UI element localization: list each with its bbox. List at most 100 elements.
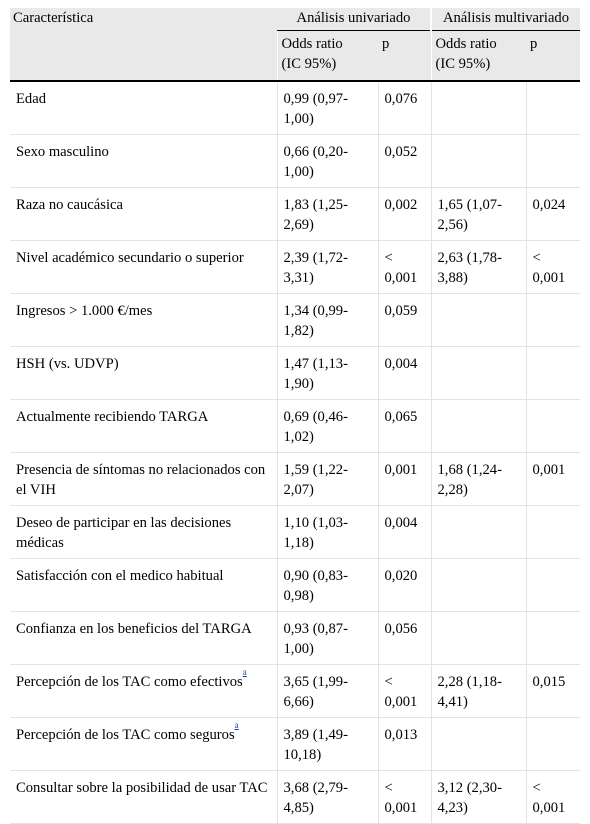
table-row: Edad 0,99 (0,97-1,00) 0,076 [10, 81, 580, 135]
uni-odds-ratio: 3,89 (1,49-10,18) [276, 717, 378, 771]
row-label-cell: Consultar sobre la posibilidad de usar T… [10, 770, 277, 824]
uni-odds-ratio: 1,10 (1,03-1,18) [276, 505, 378, 559]
table-row: Consultar sobre la posibilidad de usar T… [10, 770, 580, 824]
row-label: Confianza en los beneficios del TARGA [16, 621, 252, 637]
row-label: HSH (vs. UDVP) [16, 356, 119, 372]
table-row: Satisfacción con el medico habitual 0,90 … [10, 558, 580, 612]
row-label: Deseo de participar en las decisiones mé… [16, 515, 232, 551]
ic-label: (IC 95%) [435, 56, 491, 72]
header-empty-cell [10, 30, 277, 82]
row-label: Ingresos > 1.000 €/mes [16, 303, 153, 319]
row-label: Satisfacción con el medico habitual [16, 568, 224, 584]
multi-odds-ratio [430, 293, 526, 347]
multi-odds-ratio: 1,65 (1,07-2,56) [430, 187, 526, 241]
multi-odds-ratio [430, 134, 526, 188]
uni-p-value: 0,004 [377, 346, 431, 400]
table-row: Raza no caucásica 1,83 (1,25-2,69) 0,002 1,… [10, 187, 580, 241]
uni-odds-ratio: 1,34 (0,99-1,82) [276, 293, 378, 347]
uni-p-value: 0,002 [377, 187, 431, 241]
header-uni-odds-ratio: Odds ratio (IC 95%) [276, 30, 378, 82]
multi-p-value: 0,024 [525, 187, 580, 241]
footnote-link[interactable]: a [242, 667, 247, 678]
uni-odds-ratio: 0,99 (0,97-1,00) [276, 81, 378, 135]
multi-p-value [525, 346, 580, 400]
row-label: Percepción de los TAC como seguros [16, 727, 235, 743]
uni-odds-ratio: 2,39 (1,72-3,31) [276, 240, 378, 294]
row-label: Sexo masculino [16, 144, 109, 160]
uni-odds-ratio: 3,65 (1,99-6,66) [276, 664, 378, 718]
multi-odds-ratio: 2,28 (1,18-4,41) [430, 664, 526, 718]
uni-p-value: 0,013 [377, 717, 431, 771]
header-multi-odds-ratio: Odds ratio (IC 95%) [430, 30, 526, 82]
multi-odds-ratio [430, 505, 526, 559]
row-label-cell: Sexo masculino [10, 134, 277, 188]
row-label-cell: Percepción de los TAC como segurosa [10, 717, 277, 771]
row-label-cell: HSH (vs. UDVP) [10, 346, 277, 400]
header-univariado: Análisis univariado [277, 8, 431, 31]
row-label: Percepción de los TAC como efectivos [16, 674, 243, 690]
multi-p-value [525, 81, 580, 135]
row-label-cell: Satisfacción con el medico habitual [10, 558, 277, 612]
multi-odds-ratio [430, 346, 526, 400]
row-label-cell: Presencia de síntomas no relacionados co… [10, 452, 277, 506]
uni-p-value: 0,076 [377, 81, 431, 135]
uni-odds-ratio: 0,90 (0,83-0,98) [276, 558, 378, 612]
row-label: Nivel académico secundario o superior [16, 250, 244, 266]
multi-p-value: 0,015 [525, 664, 580, 718]
odds-ratio-label: Odds ratio [281, 36, 343, 52]
uni-odds-ratio: 1,47 (1,13-1,90) [276, 346, 378, 400]
multi-odds-ratio [430, 558, 526, 612]
multi-p-value [525, 293, 580, 347]
uni-odds-ratio: 0,69 (0,46-1,02) [276, 399, 378, 453]
multi-odds-ratio: 3,12 (2,30-4,23) [430, 770, 526, 824]
multi-p-value [525, 611, 580, 665]
multi-odds-ratio: 2,63 (1,78-3,88) [430, 240, 526, 294]
header-multi-p: p [526, 30, 580, 82]
uni-p-value: < 0,001 [377, 240, 431, 294]
uni-p-value: < 0,001 [377, 770, 431, 824]
table-row: Confianza en los beneficios del TARGA 0,9… [10, 611, 580, 665]
uni-p-value: 0,020 [377, 558, 431, 612]
uni-p-value: 0,065 [377, 399, 431, 453]
table-row: Actualmente recibiendo TARGA 0,69 (0,46-1… [10, 399, 580, 453]
ic-label: (IC 95%) [281, 56, 337, 72]
header-caracteristica: Característica [10, 8, 277, 31]
footnote-link[interactable]: a [234, 720, 239, 731]
multi-p-value [525, 505, 580, 559]
header-uni-p: p [378, 30, 431, 82]
multi-p-value [525, 399, 580, 453]
row-label-cell: Raza no caucásica [10, 187, 277, 241]
row-label-cell: Actualmente recibiendo TARGA [10, 399, 277, 453]
uni-p-value: 0,052 [377, 134, 431, 188]
multi-odds-ratio: 1,68 (1,24-2,28) [430, 452, 526, 506]
row-label-cell: Percepción de los TAC como efectivosa [10, 664, 277, 718]
odds-ratio-label: Odds ratio [435, 36, 497, 52]
multi-p-value: 0,001 [525, 452, 580, 506]
row-label: Consultar sobre la posibilidad de usar T… [16, 780, 268, 796]
uni-odds-ratio: 3,68 (2,79-4,85) [276, 770, 378, 824]
multi-odds-ratio [430, 81, 526, 135]
uni-p-value: 0,059 [377, 293, 431, 347]
row-label-cell: Deseo de participar en las decisiones mé… [10, 505, 277, 559]
multi-p-value [525, 717, 580, 771]
multi-p-value [525, 558, 580, 612]
table-row: HSH (vs. UDVP) 1,47 (1,13-1,90) 0,004 [10, 346, 580, 400]
uni-odds-ratio: 0,93 (0,87-1,00) [276, 611, 378, 665]
table-header: Característica Análisis univariado Análi… [10, 8, 580, 82]
table-body: Edad 0,99 (0,97-1,00) 0,076 Sexo masculino 0… [10, 81, 580, 824]
row-label: Presencia de síntomas no relacionados co… [16, 462, 266, 498]
uni-p-value: 0,004 [377, 505, 431, 559]
uni-odds-ratio: 1,59 (1,22-2,07) [276, 452, 378, 506]
row-label-cell: Nivel académico secundario o superior [10, 240, 277, 294]
multi-p-value [525, 134, 580, 188]
multi-odds-ratio [430, 611, 526, 665]
uni-odds-ratio: 0,66 (0,20-1,00) [276, 134, 378, 188]
uni-p-value: 0,001 [377, 452, 431, 506]
multi-odds-ratio [430, 399, 526, 453]
table-row: Ingresos > 1.000 €/mes 1,34 (0,99-1,82) 0,… [10, 293, 580, 347]
uni-p-value: < 0,001 [377, 664, 431, 718]
table-row: Nivel académico secundario o superior 2,3… [10, 240, 580, 294]
multi-p-value: < 0,001 [525, 240, 580, 294]
row-label: Actualmente recibiendo TARGA [16, 409, 209, 425]
uni-odds-ratio: 1,83 (1,25-2,69) [276, 187, 378, 241]
